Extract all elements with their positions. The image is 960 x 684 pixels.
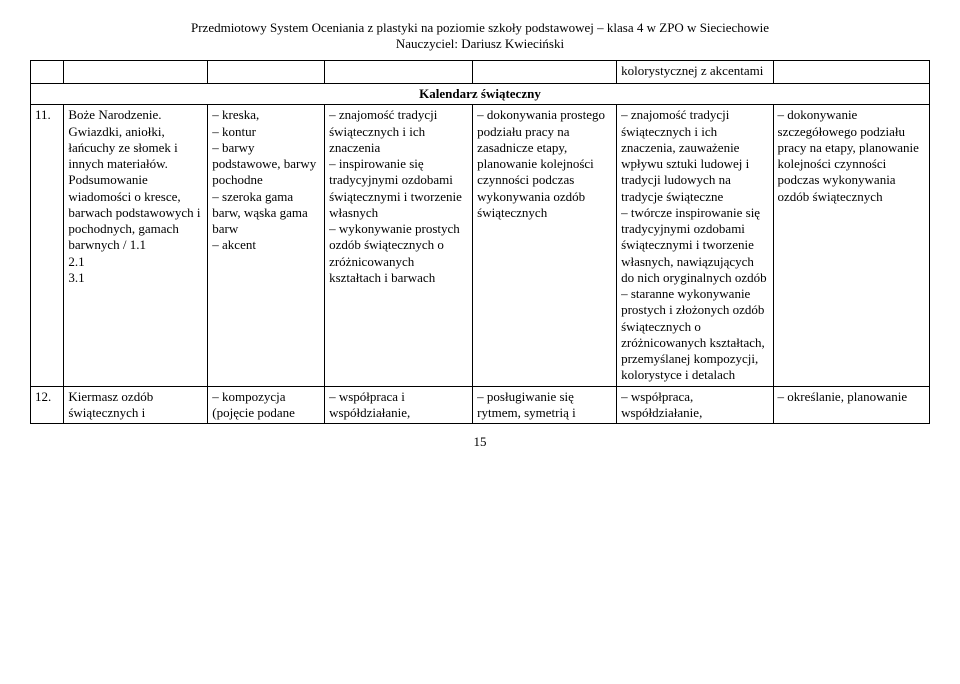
cell-empty xyxy=(325,61,473,84)
table-row: 12. Kiermasz ozdób świątecznych i – komp… xyxy=(31,386,930,424)
row-number: 11. xyxy=(31,105,64,386)
cell-verygood: – dokonywanie szczegółowego podziału pra… xyxy=(773,105,929,386)
cell-good: – współpraca, współdziałanie, xyxy=(617,386,773,424)
cell-basic: – współpraca i współdziałanie, xyxy=(325,386,473,424)
header-teacher: Nauczyciel: Dariusz Kwieciński xyxy=(30,36,930,52)
cell-concepts: – kreska, – kontur – barwy podstawowe, b… xyxy=(208,105,325,386)
cell-top-c5: kolorystycznej z akcentami xyxy=(617,61,773,84)
cell-sufficient: – dokonywania prostego podziału pracy na… xyxy=(473,105,617,386)
cell-topic: Kiermasz ozdób świątecznych i xyxy=(64,386,208,424)
row-number: 12. xyxy=(31,386,64,424)
page-number: 15 xyxy=(30,434,930,450)
cell-basic: – znajomość tradycji świątecznych i ich … xyxy=(325,105,473,386)
cell-empty xyxy=(773,61,929,84)
cell-empty xyxy=(31,61,64,84)
grading-table: kolorystycznej z akcentami Kalendarz świ… xyxy=(30,60,930,424)
cell-sufficient: – posługiwanie się rytmem, symetrią i xyxy=(473,386,617,424)
cell-empty xyxy=(64,61,208,84)
cell-verygood: – określanie, planowanie xyxy=(773,386,929,424)
header-title: Przedmiotowy System Oceniania z plastyki… xyxy=(30,20,930,36)
section-title-row: Kalendarz świąteczny xyxy=(31,84,930,105)
section-title: Kalendarz świąteczny xyxy=(31,84,930,105)
document-header: Przedmiotowy System Oceniania z plastyki… xyxy=(30,20,930,52)
table-row: kolorystycznej z akcentami xyxy=(31,61,930,84)
cell-good: – znajomość tradycji świątecznych i ich … xyxy=(617,105,773,386)
cell-empty xyxy=(473,61,617,84)
cell-topic: Boże Narodzenie. Gwiazdki, aniołki, łańc… xyxy=(64,105,208,386)
cell-concepts: – kompozycja (pojęcie podane xyxy=(208,386,325,424)
table-row: 11. Boże Narodzenie. Gwiazdki, aniołki, … xyxy=(31,105,930,386)
cell-empty xyxy=(208,61,325,84)
